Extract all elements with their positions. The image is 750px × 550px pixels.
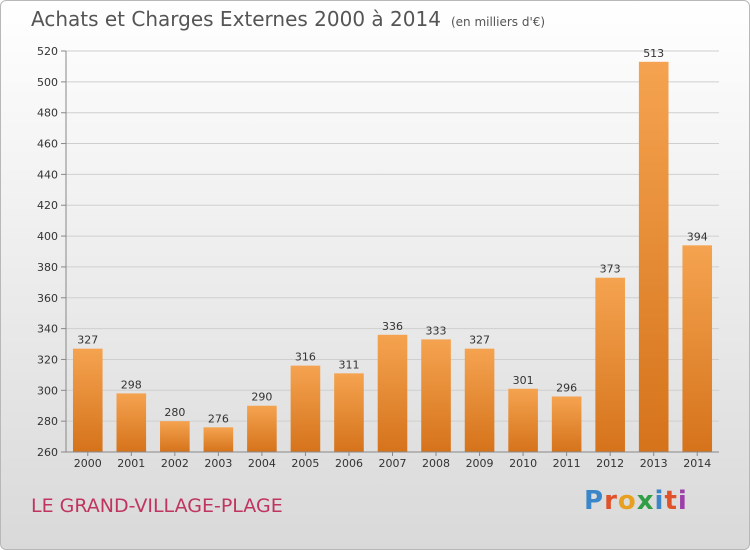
bar	[160, 421, 190, 452]
x-tick-label: 2001	[117, 457, 145, 470]
y-tick-label: 360	[37, 292, 58, 305]
bar-value-label: 296	[556, 381, 577, 394]
logo-letter: o	[617, 486, 637, 516]
bar-value-label: 327	[77, 334, 98, 347]
x-tick-label: 2012	[596, 457, 624, 470]
logo-letter: x	[636, 486, 655, 516]
bar-value-label: 336	[382, 320, 403, 333]
x-tick-label: 2005	[291, 457, 319, 470]
bar	[203, 427, 234, 452]
x-tick-label: 2013	[640, 457, 668, 470]
bar	[508, 388, 538, 452]
bar-value-label: 316	[295, 351, 316, 364]
bar	[595, 277, 625, 452]
bar-value-label: 290	[251, 391, 272, 404]
bar	[290, 365, 321, 452]
x-tick-label: 2003	[204, 457, 232, 470]
bar-value-label: 373	[600, 263, 621, 276]
commune-name: LE GRAND-VILLAGE-PLAGE	[31, 495, 283, 517]
y-tick-label: 320	[37, 353, 58, 366]
bar	[551, 396, 582, 452]
unit-label: (en milliers d'€)	[450, 15, 546, 29]
x-tick-label: 2002	[161, 457, 189, 470]
y-tick-label: 420	[37, 199, 58, 212]
x-tick-label: 2006	[335, 457, 363, 470]
y-tick-label: 500	[37, 76, 58, 89]
logo-letter: P	[584, 486, 605, 516]
y-tick-label: 440	[37, 168, 58, 181]
y-tick-label: 400	[37, 230, 58, 243]
bar-value-label: 333	[426, 324, 447, 337]
x-tick-label: 2007	[379, 457, 407, 470]
y-tick-label: 280	[37, 415, 58, 428]
labels-layer: 327 298 280 276 290 316 311 336 333 327 301 296 373 5…	[77, 47, 707, 426]
x-tick-label: 2010	[509, 457, 537, 470]
y-tick-label: 480	[37, 107, 58, 120]
bar	[638, 61, 669, 453]
logo-letter: t	[664, 486, 678, 516]
bar-value-label: 301	[513, 374, 534, 387]
bar	[377, 334, 408, 452]
proxiti-logo[interactable]: Proxiti	[584, 486, 688, 516]
bar	[464, 348, 495, 452]
logo-letter: i	[654, 486, 665, 516]
x-tick-label: 2011	[553, 457, 581, 470]
bar-value-label: 298	[121, 378, 142, 391]
x-tick-label: 2004	[248, 457, 276, 470]
bar	[421, 339, 451, 452]
bar-value-label: 276	[208, 412, 229, 425]
bar	[682, 245, 713, 452]
bar	[247, 405, 277, 452]
title-text: Achats et Charges Externes 2000 à 2014	[31, 7, 441, 31]
bar	[72, 348, 103, 452]
y-tick-label: 520	[37, 45, 58, 58]
y-tick-label: 300	[37, 384, 58, 397]
y-tick-label: 460	[37, 138, 58, 151]
bar-value-label: 311	[338, 358, 359, 371]
x-tick-label: 2009	[466, 457, 494, 470]
logo-letter: i	[677, 486, 688, 516]
y-tick-label: 380	[37, 261, 58, 274]
x-tick-label: 2000	[74, 457, 102, 470]
y-tick-label: 260	[37, 446, 58, 459]
bars-layer	[72, 61, 713, 453]
bar-value-label: 513	[643, 47, 664, 60]
axis-layer: 260 280 300 320 340 360 380 400 420 440 460 480 500 5…	[37, 45, 719, 470]
bar-value-label: 280	[164, 406, 185, 419]
chart-title: Achats et Charges Externes 2000 à 2014 (e…	[31, 7, 545, 31]
x-tick-label: 2014	[683, 457, 711, 470]
bar	[116, 393, 147, 452]
bar	[334, 373, 364, 452]
bar-value-label: 327	[469, 334, 490, 347]
bar-value-label: 394	[687, 230, 708, 243]
y-tick-label: 340	[37, 323, 58, 336]
x-tick-label: 2008	[422, 457, 450, 470]
logo-letter: r	[604, 486, 618, 516]
